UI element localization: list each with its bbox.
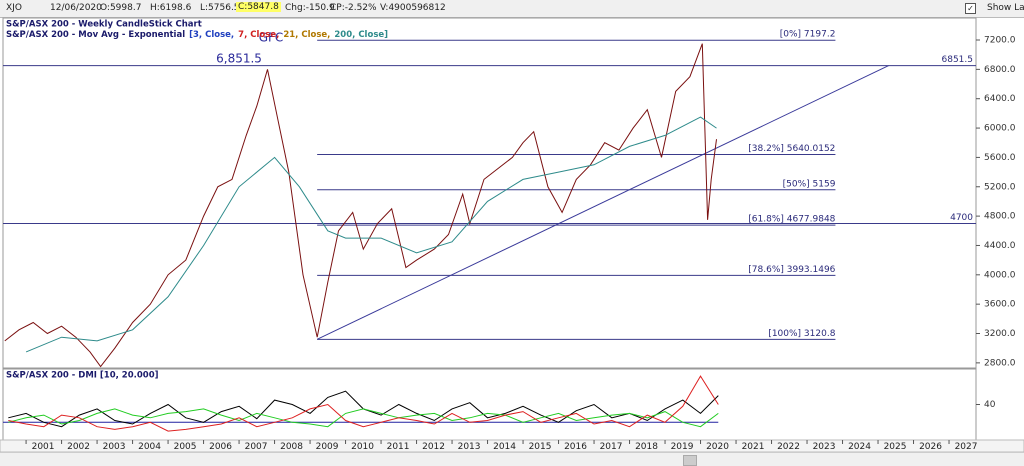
- x-tick-label: 2003: [103, 442, 126, 452]
- ma-param: [3, Close,: [189, 30, 234, 40]
- x-tick-label: 2027: [955, 442, 978, 452]
- x-tick-label: 2007: [245, 442, 268, 452]
- series-line: [8, 408, 719, 428]
- ma-param: 7, Close,: [238, 30, 279, 40]
- x-tick-label: 2018: [635, 442, 658, 452]
- x-tick-label: 2024: [848, 442, 871, 452]
- chart: 2800.0 3200.0 3600.0 4000.0 4400.0 4800.0 5200…: [0, 17, 1024, 452]
- scrollbar[interactable]: [0, 452, 1024, 466]
- change: Chg:-150.9: [285, 3, 335, 13]
- fib-label: [0%] 7197.2: [780, 30, 836, 40]
- ma-param: 21, Close,: [283, 30, 330, 40]
- x-tick-label: 2019: [671, 442, 694, 452]
- show-last-label[interactable]: Show Last: [987, 3, 1024, 13]
- x-tick-label: 2014: [493, 442, 516, 452]
- show-last-checkbox[interactable]: ✓: [965, 3, 976, 14]
- trend-line: [316, 65, 889, 340]
- y-tick-label: 5600.0: [984, 153, 1016, 163]
- main-panel: [2, 17, 977, 369]
- x-tick-label: 2004: [138, 442, 161, 452]
- close: C:5847.8: [236, 2, 281, 12]
- y-tick-label: 4400.0: [984, 241, 1016, 251]
- info-bar: XJO 12/06/2020 O:5998.7 H:6198.6 L:5756.…: [0, 0, 1024, 18]
- y-tick-label: 2800.0: [984, 358, 1016, 368]
- x-tick-label: 2026: [919, 442, 942, 452]
- x-axis-area: [0, 439, 1024, 452]
- x-tick-label: 2022: [777, 442, 800, 452]
- x-tick-label: 2017: [600, 442, 623, 452]
- ma-param: 200, Close]: [334, 30, 388, 40]
- y-tick-label: 7200.0: [984, 36, 1016, 46]
- scroll-thumb[interactable]: [683, 455, 697, 466]
- change-pct: CP:-2.52%: [330, 3, 377, 13]
- x-tick-label: 2021: [742, 442, 765, 452]
- x-tick-label: 2015: [529, 442, 552, 452]
- level-label: 6851.5: [942, 55, 974, 65]
- y-tick-label: 4000.0: [984, 270, 1016, 280]
- dmi-panel: [2, 368, 977, 441]
- y-tick-label: 3200.0: [984, 329, 1016, 339]
- date: 12/06/2020: [50, 3, 102, 13]
- panel-subtitle: S&P/ASX 200 - Mov Avg - Exponential [3, C…: [6, 30, 388, 40]
- panel-title: S&P/ASX 200 - Weekly CandleStick Chart: [6, 20, 202, 30]
- high: H:6198.6: [150, 3, 192, 13]
- series-line: [25, 116, 717, 353]
- x-tick-label: 2010: [351, 442, 374, 452]
- x-tick-label: 2016: [564, 442, 587, 452]
- x-tick-label: 2020: [706, 442, 729, 452]
- x-tick-label: 2012: [422, 442, 445, 452]
- y-tick-label: 4800.0: [984, 212, 1016, 222]
- x-tick-label: 2011: [387, 442, 410, 452]
- x-tick-label: 2001: [32, 442, 55, 452]
- low: L:5756.5: [200, 3, 240, 13]
- fib-label: [61.8%] 4677.9848: [748, 215, 835, 225]
- volume: V:4900596812: [380, 3, 446, 13]
- level-label: 4700: [950, 213, 973, 223]
- x-tick-label: 2008: [280, 442, 303, 452]
- y-tick-label: 40: [984, 400, 996, 410]
- symbol: XJO: [6, 3, 22, 13]
- open: O:5998.7: [100, 3, 142, 13]
- x-tick-label: 2023: [813, 442, 836, 452]
- x-tick-label: 2002: [67, 442, 90, 452]
- x-tick-label: 2025: [884, 442, 907, 452]
- y-tick-label: 5200.0: [984, 182, 1016, 192]
- x-tick-label: 2009: [316, 442, 339, 452]
- fib-label: [38.2%] 5640.0152: [748, 144, 835, 154]
- y-tick-label: 6000.0: [984, 124, 1016, 134]
- series-line: [8, 375, 719, 432]
- y-tick-label: 6800.0: [984, 65, 1016, 75]
- x-tick-label: 2013: [458, 442, 481, 452]
- y-tick-label: 6400.0: [984, 94, 1016, 104]
- series-line: [4, 43, 717, 368]
- fib-label: [100%] 3120.8: [768, 329, 835, 339]
- panel-title: S&P/ASX 200 - DMI [10, 20.000]: [6, 371, 159, 381]
- x-tick-label: 2005: [174, 442, 197, 452]
- fib-label: [78.6%] 3993.1496: [748, 265, 835, 275]
- subtitle-text: S&P/ASX 200 - Mov Avg - Exponential: [6, 30, 185, 40]
- annotation: GFC: [259, 30, 284, 44]
- fib-label: [50%] 5159: [783, 179, 836, 189]
- annotation: 6,851.5: [216, 52, 262, 66]
- y-tick-label: 3600.0: [984, 300, 1016, 310]
- x-tick-label: 2006: [209, 442, 232, 452]
